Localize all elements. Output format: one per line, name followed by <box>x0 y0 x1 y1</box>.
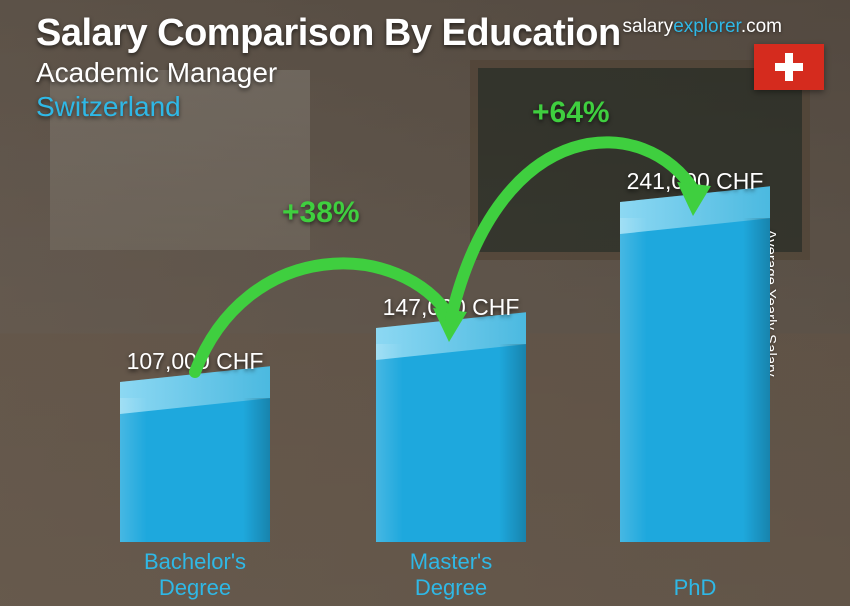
bar-value-label: 241,000 CHF <box>627 168 764 195</box>
bar-body: 147,000 CHF <box>376 344 526 542</box>
brand-logo: salaryexplorer.com <box>623 16 782 38</box>
bar-chart: 107,000 CHF Bachelor'sDegree 147,000 CHF Ma… <box>0 136 850 606</box>
bar-category-label: PhD <box>585 575 805 600</box>
bar-body: 241,000 CHF <box>620 218 770 542</box>
increase-label-0: +38% <box>282 196 360 230</box>
brand-mid: explorer <box>673 16 741 37</box>
flag-cross-icon <box>775 53 803 81</box>
page-subtitle: Academic Manager <box>36 57 621 89</box>
bar-2: 241,000 CHF <box>620 218 770 542</box>
page-title: Salary Comparison By Education <box>36 12 621 55</box>
bar-category-label: Bachelor'sDegree <box>85 549 305 600</box>
bar-value-label: 107,000 CHF <box>127 348 264 375</box>
bar-shading <box>376 344 526 542</box>
bar-shading <box>620 218 770 542</box>
bar-category-label: Master'sDegree <box>341 549 561 600</box>
bar-1: 147,000 CHF <box>376 344 526 542</box>
brand-prefix: salary <box>623 16 674 37</box>
bar-shading <box>120 398 270 542</box>
bar-0: 107,000 CHF <box>120 398 270 542</box>
brand-suffix: .com <box>741 16 782 37</box>
flag-switzerland <box>754 44 824 90</box>
increase-label-1: +64% <box>532 96 610 130</box>
bar-body: 107,000 CHF <box>120 398 270 542</box>
bar-value-label: 147,000 CHF <box>383 294 520 321</box>
